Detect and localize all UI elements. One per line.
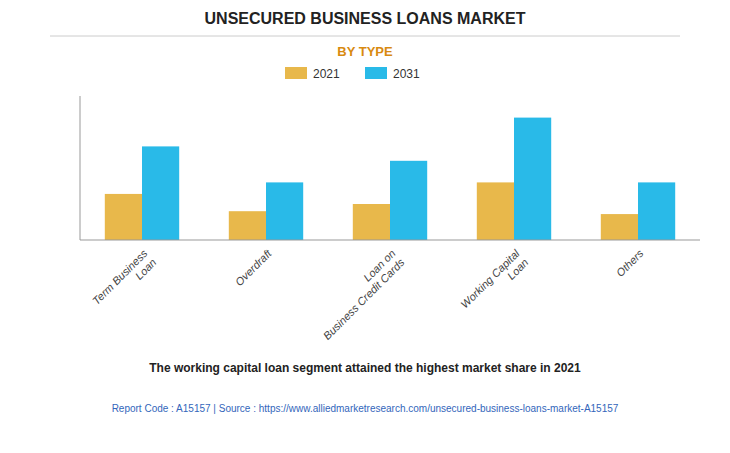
x-axis-line (80, 240, 700, 241)
annotation: The working capital loan segment attaine… (149, 361, 581, 375)
legend-label: 2031 (393, 67, 420, 81)
x-tick-label: Others (614, 247, 646, 279)
bars (105, 118, 675, 240)
x-tick-label-line: Loan (133, 256, 159, 282)
x-tick-label-line: Business Credit Cards (321, 256, 407, 342)
bar (601, 214, 638, 240)
annotation: Report Code : A15157 | Source : https://… (112, 403, 619, 414)
legend-label: 2021 (313, 67, 340, 81)
title: UNSECURED BUSINESS LOANS MARKET (205, 10, 526, 27)
subtitle: BY TYPE (337, 44, 393, 59)
separator (50, 36, 680, 37)
bar (638, 182, 675, 240)
legend-swatch (365, 67, 387, 79)
bar (266, 182, 303, 240)
x-tick-label-line: Loan (505, 256, 531, 282)
bar (477, 182, 514, 240)
x-tick-label: Term BusinessLoan (90, 247, 159, 316)
legend-swatch (285, 67, 307, 79)
x-tick-label: Overdraft (233, 246, 275, 288)
bar (142, 146, 179, 240)
bar (105, 194, 142, 240)
x-tick-label-line: Overdraft (233, 246, 275, 288)
bar (353, 204, 390, 240)
bar (514, 118, 551, 240)
y-axis-line (80, 96, 81, 240)
x-tick-label: Working CapitalLoan (458, 247, 531, 320)
chart-container: UNSECURED BUSINESS LOANS MARKETBY TYPE20… (0, 0, 730, 453)
legend: 2021 2031 (285, 67, 420, 81)
bar (390, 161, 427, 240)
x-tick-label-line: Others (614, 247, 646, 279)
bar (229, 211, 266, 240)
chart-svg: UNSECURED BUSINESS LOANS MARKETBY TYPE20… (0, 0, 730, 453)
x-tick-label: Loan onBusiness Credit Cards (312, 247, 407, 342)
